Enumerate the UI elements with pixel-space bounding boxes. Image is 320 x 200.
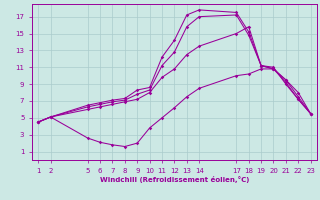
X-axis label: Windchill (Refroidissement éolien,°C): Windchill (Refroidissement éolien,°C) bbox=[100, 176, 249, 183]
